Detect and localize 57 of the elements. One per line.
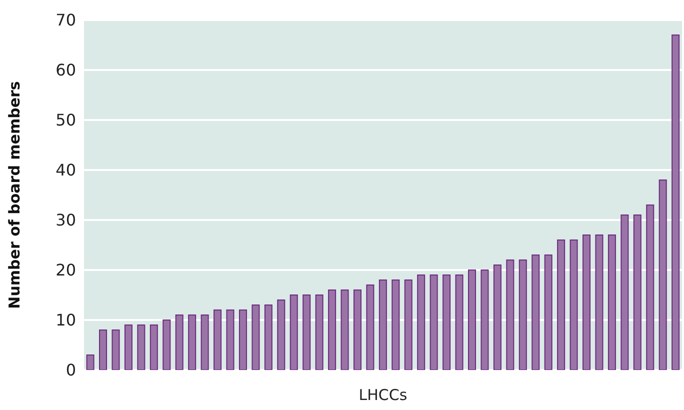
bar	[506, 260, 514, 370]
bar	[175, 314, 184, 370]
bar	[214, 310, 222, 370]
bar	[658, 180, 667, 370]
y-tick-label: 30	[56, 210, 76, 230]
bar	[252, 304, 260, 370]
bar	[518, 260, 527, 370]
bar	[646, 204, 654, 370]
bar	[417, 274, 426, 370]
x-axis-title: LHCCs	[358, 386, 408, 404]
bar	[532, 254, 540, 370]
y-tick-label: 0	[66, 360, 76, 380]
y-tick-label: 10	[56, 310, 76, 330]
bar	[290, 294, 298, 370]
y-tick-label: 70	[56, 10, 76, 30]
y-axis-title: Number of board members	[5, 81, 24, 309]
bar	[315, 294, 324, 370]
bar	[493, 264, 502, 370]
bar	[633, 214, 642, 370]
bar	[277, 300, 286, 370]
bar	[328, 290, 336, 370]
y-tick-label: 60	[56, 60, 76, 80]
bar	[238, 310, 247, 370]
bar	[302, 294, 311, 370]
bar	[150, 324, 158, 370]
bar	[455, 274, 464, 370]
bar	[226, 310, 234, 370]
y-tick-label: 40	[56, 160, 76, 180]
bar	[557, 240, 566, 370]
bar	[99, 330, 108, 370]
bar	[353, 290, 362, 370]
bar	[430, 274, 438, 370]
bar	[620, 214, 629, 370]
bar	[672, 34, 680, 370]
bar	[112, 330, 120, 370]
bar	[264, 304, 272, 370]
bar	[200, 314, 209, 370]
y-tick-label: 20	[56, 260, 76, 280]
bar	[404, 280, 412, 370]
bar	[442, 274, 451, 370]
bar	[544, 254, 552, 370]
bar	[188, 314, 196, 370]
bar	[468, 270, 476, 370]
bar	[480, 270, 489, 370]
bar	[378, 280, 387, 370]
bar	[595, 234, 604, 370]
bar	[137, 324, 146, 370]
bar	[340, 290, 349, 370]
bar	[124, 324, 132, 370]
y-tick-label: 50	[56, 110, 76, 130]
bar	[582, 234, 591, 370]
bar	[392, 280, 400, 370]
bar	[608, 234, 616, 370]
bar	[86, 354, 94, 370]
bar	[366, 284, 374, 370]
bar	[162, 320, 171, 370]
bar	[570, 240, 578, 370]
